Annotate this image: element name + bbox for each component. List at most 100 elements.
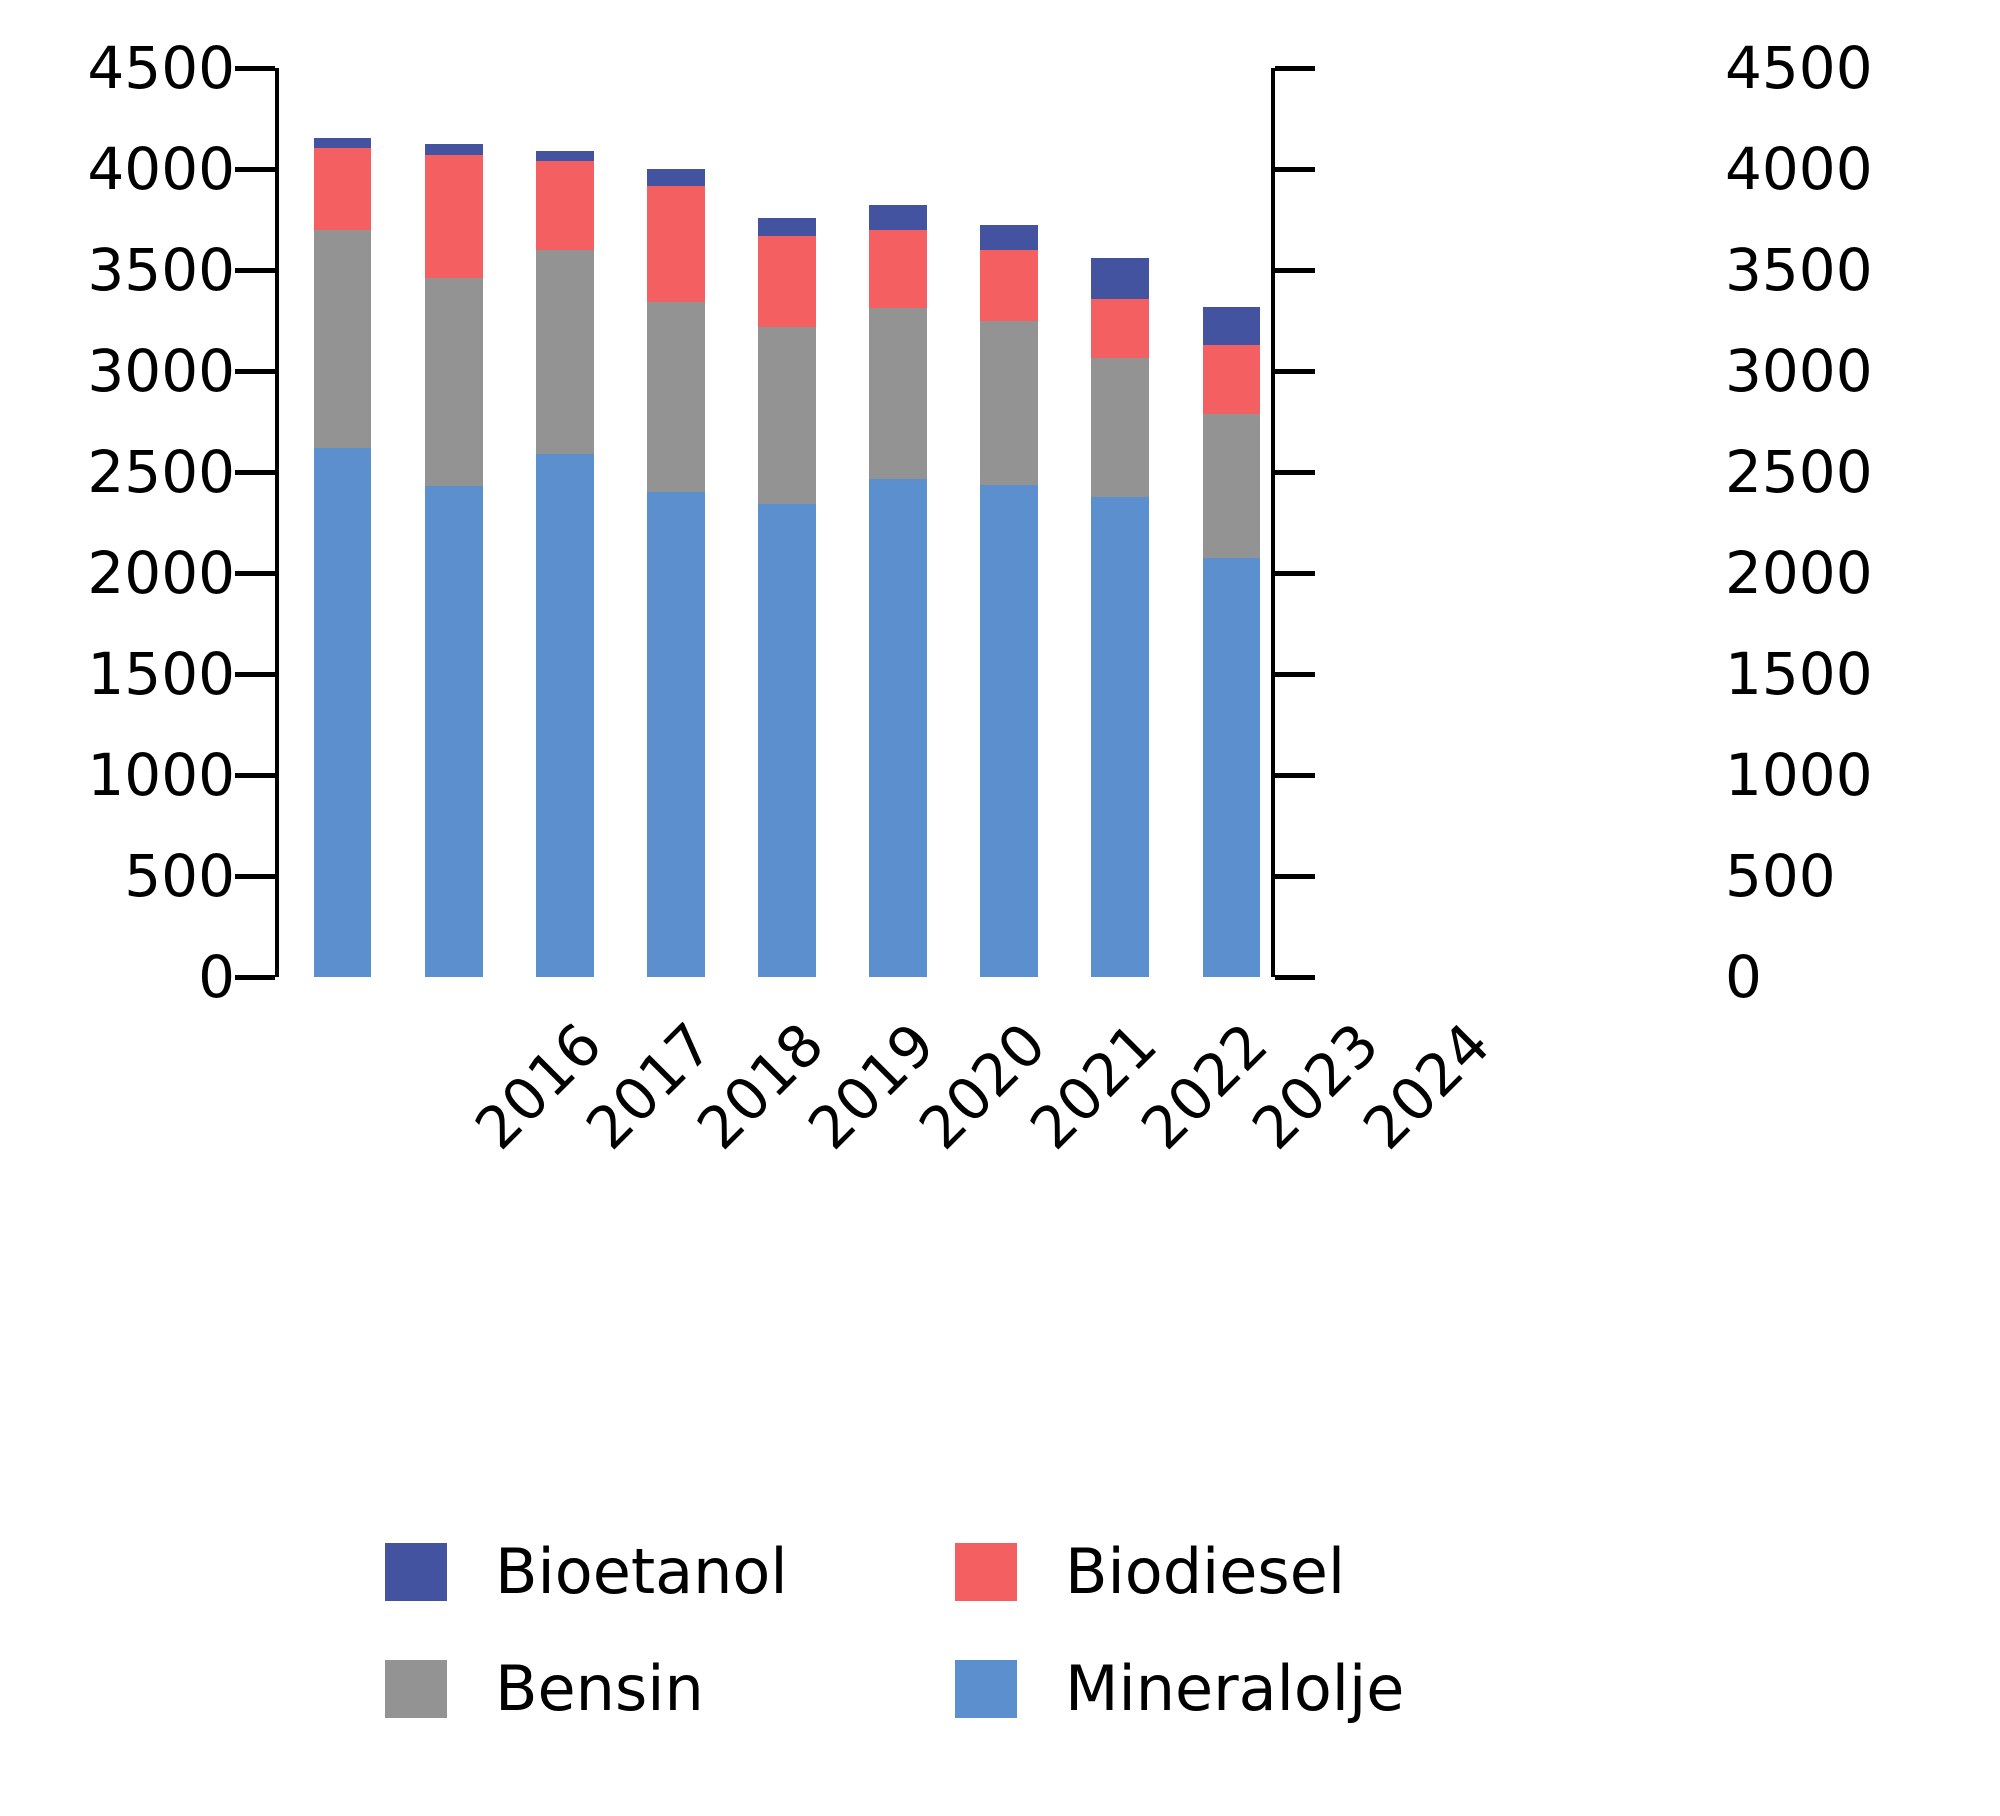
y-tick-label-right: 500 — [1725, 842, 1836, 910]
bar-segment-bensin[interactable] — [1202, 414, 1261, 558]
legend-label: Bioetanol — [495, 1535, 788, 1608]
y-axis-labels-left: 4500 4000 3500 3000 2500 2000 1500 1000 500 0 — [30, 0, 235, 1006]
bar-segment-mineralolje[interactable] — [535, 453, 594, 977]
bar-stack[interactable] — [1202, 307, 1261, 977]
y-axis-left-line — [275, 68, 279, 977]
chart-legend: Bioetanol Biodiesel Bensin Mineralolje — [385, 1535, 1525, 1725]
y-axis-tick-left — [235, 66, 275, 71]
bar-segment-bioetanol[interactable] — [1091, 257, 1150, 300]
bar-stack[interactable] — [647, 169, 705, 977]
y-axis-tick-left — [235, 167, 275, 172]
y-tick-label-right: 1000 — [1725, 741, 1873, 809]
y-axis-tick-right — [1275, 268, 1315, 273]
bar-segment-bioetanol[interactable] — [980, 224, 1039, 250]
bar-segment-biodiesel[interactable] — [313, 147, 372, 230]
y-tick-label-left: 3000 — [87, 337, 235, 405]
bar-segment-biodiesel[interactable] — [535, 160, 594, 250]
bar-stack[interactable] — [535, 150, 594, 977]
legend-item[interactable]: Bioetanol — [385, 1535, 955, 1608]
legend-swatch-icon — [385, 1542, 447, 1601]
bar-segment-mineralolje[interactable] — [313, 447, 372, 977]
y-tick-label-left: 500 — [124, 842, 235, 910]
y-tick-label-right: 0 — [1725, 943, 1762, 1011]
bar-segment-biodiesel[interactable] — [869, 229, 927, 309]
y-tick-label-right: 4000 — [1725, 135, 1873, 203]
bar-segment-mineralolje[interactable] — [1091, 497, 1150, 977]
bar-stack[interactable] — [1091, 257, 1150, 977]
bar-segment-mineralolje[interactable] — [980, 485, 1039, 977]
y-tick-label-left: 1500 — [87, 640, 235, 708]
x-tick-label: 2021 — [1017, 1010, 1170, 1163]
bar-segment-bioetanol[interactable] — [535, 150, 594, 161]
bar-segment-biodiesel[interactable] — [424, 154, 483, 279]
y-axis-tick-right — [1275, 874, 1315, 879]
legend-item[interactable]: Bensin — [385, 1652, 955, 1725]
bar-segment-biodiesel[interactable] — [1202, 344, 1261, 415]
bar-segment-mineralolje[interactable] — [424, 486, 483, 977]
y-axis-tick-left — [235, 369, 275, 374]
legend-swatch-icon — [955, 1542, 1017, 1601]
y-axis-right-line — [1271, 68, 1275, 977]
bar-segment-bensin[interactable] — [869, 308, 927, 480]
legend-item[interactable]: Biodiesel — [955, 1535, 1525, 1608]
bar-segment-bioetanol[interactable] — [313, 137, 372, 148]
y-axis-tick-right — [1275, 672, 1315, 677]
bar-segment-biodiesel[interactable] — [758, 235, 816, 327]
bar-segment-bensin[interactable] — [1091, 357, 1150, 498]
legend-swatch-icon — [955, 1659, 1017, 1718]
y-tick-label-right: 2000 — [1725, 539, 1873, 607]
bar-stack[interactable] — [869, 205, 927, 977]
bar-segment-mineralolje[interactable] — [758, 504, 816, 977]
y-axis-tick-right — [1275, 470, 1315, 475]
y-axis-labels-right: 4500 4000 3500 3000 2500 2000 1500 1000 500 0 — [1725, 0, 1930, 1006]
y-axis-tick-right — [1275, 571, 1315, 576]
legend-label: Mineralolje — [1065, 1652, 1405, 1725]
legend-swatch-icon — [385, 1659, 447, 1718]
bar-segment-mineralolje[interactable] — [869, 479, 927, 977]
y-tick-label-right: 3500 — [1725, 236, 1873, 304]
y-tick-label-left: 3500 — [87, 236, 235, 304]
y-tick-label-left: 4500 — [87, 34, 235, 102]
legend-label: Biodiesel — [1065, 1535, 1346, 1608]
y-tick-label-right: 4500 — [1725, 34, 1873, 102]
bar-segment-bensin[interactable] — [424, 278, 483, 487]
bar-segment-bensin[interactable] — [758, 326, 816, 505]
legend-item[interactable]: Mineralolje — [955, 1652, 1525, 1725]
bar-segment-biodiesel[interactable] — [647, 186, 705, 303]
bar-segment-bensin[interactable] — [647, 302, 705, 493]
y-axis-tick-right — [1275, 773, 1315, 778]
y-axis-tick-right — [1275, 66, 1315, 71]
bar-segment-biodiesel[interactable] — [980, 249, 1039, 321]
y-tick-label-right: 1500 — [1725, 640, 1873, 708]
y-axis-tick-left — [235, 672, 275, 677]
bar-stack[interactable] — [980, 224, 1039, 977]
bar-segment-bioetanol[interactable] — [758, 217, 816, 236]
x-tick-label: 2017 — [572, 1010, 726, 1163]
bar-stack[interactable] — [758, 217, 816, 977]
bar-segment-mineralolje[interactable] — [647, 492, 705, 977]
bar-segment-bioetanol[interactable] — [424, 143, 483, 155]
bar-segment-bioetanol[interactable] — [1202, 307, 1261, 345]
x-tick-label: 2022 — [1128, 1010, 1281, 1163]
bar-stack[interactable] — [424, 143, 483, 977]
x-tick-label: 2023 — [1239, 1010, 1393, 1163]
y-axis-tick-left — [235, 773, 275, 778]
legend-label: Bensin — [495, 1652, 704, 1725]
y-tick-label-right: 2500 — [1725, 438, 1873, 506]
bar-segment-bensin[interactable] — [980, 320, 1039, 486]
bar-segment-mineralolje[interactable] — [1202, 557, 1261, 977]
y-tick-label-left: 1000 — [87, 741, 235, 809]
bar-segment-bioetanol[interactable] — [647, 169, 705, 187]
bar-series-container — [275, 68, 1275, 977]
y-axis-tick-right — [1275, 167, 1315, 172]
x-tick-label: 2019 — [795, 1010, 948, 1163]
bar-segment-bensin[interactable] — [313, 229, 372, 448]
bar-stack[interactable] — [313, 137, 372, 977]
y-tick-label-right: 3000 — [1725, 337, 1873, 405]
bar-segment-bioetanol[interactable] — [869, 205, 927, 230]
bar-segment-biodiesel[interactable] — [1091, 299, 1150, 358]
y-tick-label-left: 2000 — [87, 539, 235, 607]
y-axis-tick-left — [235, 975, 275, 980]
bar-segment-bensin[interactable] — [535, 249, 594, 454]
